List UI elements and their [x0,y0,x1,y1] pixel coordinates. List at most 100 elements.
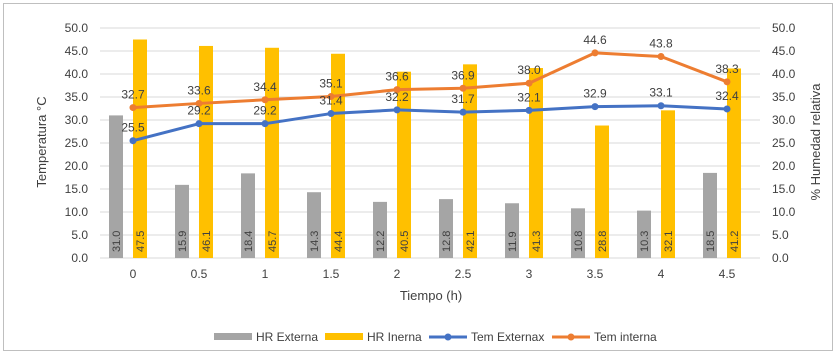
y-tick-right: 15.0 [772,182,796,196]
line-point [129,137,137,145]
line-value-label: 32.1 [517,90,541,104]
y-tick-left: 20.0 [65,159,89,173]
y-tick-left: 50.0 [65,21,89,35]
line-value-label: 34.4 [253,80,277,94]
data-labels: 31.0 15.9 18.4 14.3 12.2 12.8 11.9 10.8 10.3 18.5… [111,33,741,252]
bar-value-label: 28.8 [597,231,609,252]
bar-value-label: 12.2 [375,231,387,252]
bar-hr-inerna [727,68,741,258]
line-point [129,104,137,112]
line-point [459,108,467,116]
line-value-label: 33.6 [187,83,211,97]
line-value-label: 43.8 [649,37,673,51]
y-tick-right: 40.0 [772,67,796,81]
y-axis-left-title: Temperatura °C [34,96,49,187]
axes: 0.05.010.015.020.025.030.035.040.045.050… [65,21,796,281]
bar-value-label: 10.3 [639,231,651,252]
y-tick-left: 35.0 [65,90,89,104]
bar-hr-inerna [595,125,609,259]
bar-hr-externa [109,115,123,259]
bar-value-label: 18.4 [243,231,255,252]
line-value-label: 32.9 [583,87,607,101]
line-point [393,106,401,114]
y-tick-right: 10.0 [772,205,796,219]
y-axis-right-title: % Humedad relativa [808,83,823,201]
x-tick: 4 [658,267,665,281]
line-value-label: 36.6 [385,70,409,84]
line-point [525,106,533,114]
legend-swatch-marker [567,333,575,341]
line-value-label: 29.2 [187,104,211,118]
x-tick: 2 [394,267,401,281]
y-tick-left: 15.0 [65,182,89,196]
x-tick: 1.5 [323,267,340,281]
line-point [459,84,467,92]
line-value-label: 36.9 [451,68,475,82]
bar-value-label: 41.2 [729,231,741,252]
x-tick: 1 [262,267,269,281]
line-value-label: 38.3 [715,62,739,76]
bar-hr-externa [505,203,519,258]
y-tick-left: 10.0 [65,205,89,219]
bar-hr-externa [439,199,453,258]
line-tem-interna [132,51,728,110]
x-tick: 3 [526,267,533,281]
line-point [723,105,731,113]
bar-value-label: 32.1 [663,231,675,252]
line-point [327,110,335,118]
bar-hr-inerna [133,39,147,258]
y-tick-right: 35.0 [772,90,796,104]
bar-hr-externa [637,210,651,258]
bar-hr-externa [703,172,717,258]
legend-label: HR Externa [256,330,318,344]
bar-hr-externa [307,192,321,258]
bar-hr-externa [571,208,585,258]
line-value-label: 32.7 [121,88,145,102]
line-value-label: 35.1 [319,77,343,91]
line-value-label: 38.0 [517,63,541,77]
y-tick-left: 25.0 [65,136,89,150]
line-value-label: 32.4 [715,89,739,103]
legend-label: HR Inerna [367,330,422,344]
line-value-label: 31.4 [319,94,343,108]
line-value-label: 31.7 [451,92,475,106]
y-tick-right: 50.0 [772,21,796,35]
bar-hr-externa [241,173,255,258]
y-tick-right: 30.0 [772,113,796,127]
bar-value-label: 47.5 [135,231,147,252]
line-point [591,103,599,111]
bar-value-label: 42.1 [465,231,477,252]
legend-swatch [325,333,363,340]
bar-value-label: 18.5 [705,231,717,252]
line-point [195,99,203,107]
legend-label: Tem Externax [471,330,544,344]
line-point [327,93,335,101]
line-value-label: 32.2 [385,90,409,104]
y-tick-right: 25.0 [772,136,796,150]
bar-hr-inerna [397,71,411,258]
y-tick-left: 45.0 [65,44,89,58]
line-point [657,53,665,61]
legend-swatch [214,333,252,340]
line-tem-externax [132,104,728,143]
bar-value-label: 11.9 [507,231,519,252]
bar-value-label: 15.9 [177,231,189,252]
line-point [195,120,203,128]
bar-value-label: 44.4 [333,231,345,252]
x-tick: 2.5 [455,267,472,281]
bar-value-label: 41.3 [531,231,543,252]
y-tick-right: 0.0 [772,251,789,265]
bar-value-label: 12.8 [441,231,453,252]
bar-value-label: 46.1 [201,231,213,252]
y-tick-left: 0.0 [71,251,88,265]
bar-value-label: 31.0 [111,231,123,252]
x-tick: 3.5 [587,267,604,281]
bar-hr-externa [175,184,189,258]
y-tick-left: 40.0 [65,67,89,81]
y-tick-left: 5.0 [71,228,88,242]
x-tick: 0 [130,267,137,281]
line-point [591,49,599,57]
y-tick-right: 5.0 [772,228,789,242]
x-axis-title: Tiempo (h) [400,288,462,303]
